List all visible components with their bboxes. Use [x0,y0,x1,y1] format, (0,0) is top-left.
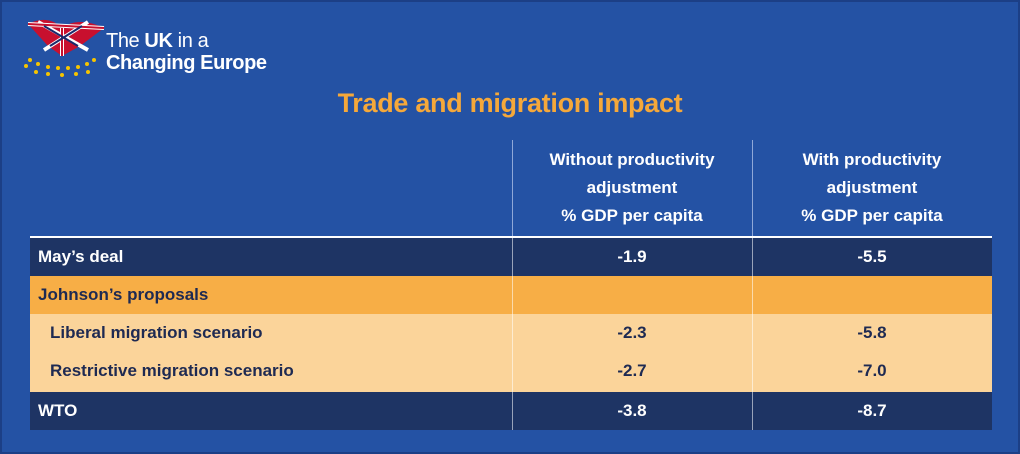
logo: The UK in a Changing Europe [18,16,308,78]
column-header-with-adjustment: With productivity adjustment % GDP per c… [752,146,992,230]
cell-value: -5.5 [857,247,887,266]
cell-value: -3.8 [617,401,647,420]
row-column-divider-1 [512,236,513,430]
column-header-without-adjustment: Without productivity adjustment % GDP pe… [512,146,752,230]
table-row-johnsons-proposals: Johnson’s proposals [30,276,992,314]
column-header-line: adjustment [826,178,918,197]
cell-value: -8.7 [857,401,887,420]
column-header-line: adjustment [586,178,678,197]
table-row-wto: WTO -3.8 -8.7 [30,392,992,430]
row-label: WTO [38,401,78,420]
row-label: Liberal migration scenario [50,323,263,342]
table-row-mays-deal: May’s deal -1.9 -5.5 [30,236,992,276]
column-header-line: % GDP per capita [801,206,943,225]
row-label: May’s deal [38,247,124,266]
table-row-liberal-migration: Liberal migration scenario -2.3 -5.8 [30,314,992,352]
logo-line-2: Changing Europe [106,52,267,74]
table-row-restrictive-migration: Restrictive migration scenario -2.7 -7.0 [30,352,992,392]
chart-title: Trade and migration impact [337,88,683,118]
cell-value: -7.0 [857,361,887,380]
union-jack-heart-icon [24,19,105,77]
column-header-line: With productivity [802,150,942,169]
logo-text: The UK in a Changing Europe [106,30,267,74]
row-label: Restrictive migration scenario [50,361,294,380]
cell-value: -2.3 [617,323,647,342]
column-header-line: % GDP per capita [561,206,703,225]
logo-line-1: The UK in a [106,30,209,52]
cell-value: -2.7 [617,361,647,380]
row-label: Johnson’s proposals [38,285,209,304]
cell-value: -1.9 [617,247,647,266]
cell-value: -5.8 [857,323,887,342]
column-header-line: Without productivity [549,150,715,169]
row-column-divider-2 [752,236,753,430]
